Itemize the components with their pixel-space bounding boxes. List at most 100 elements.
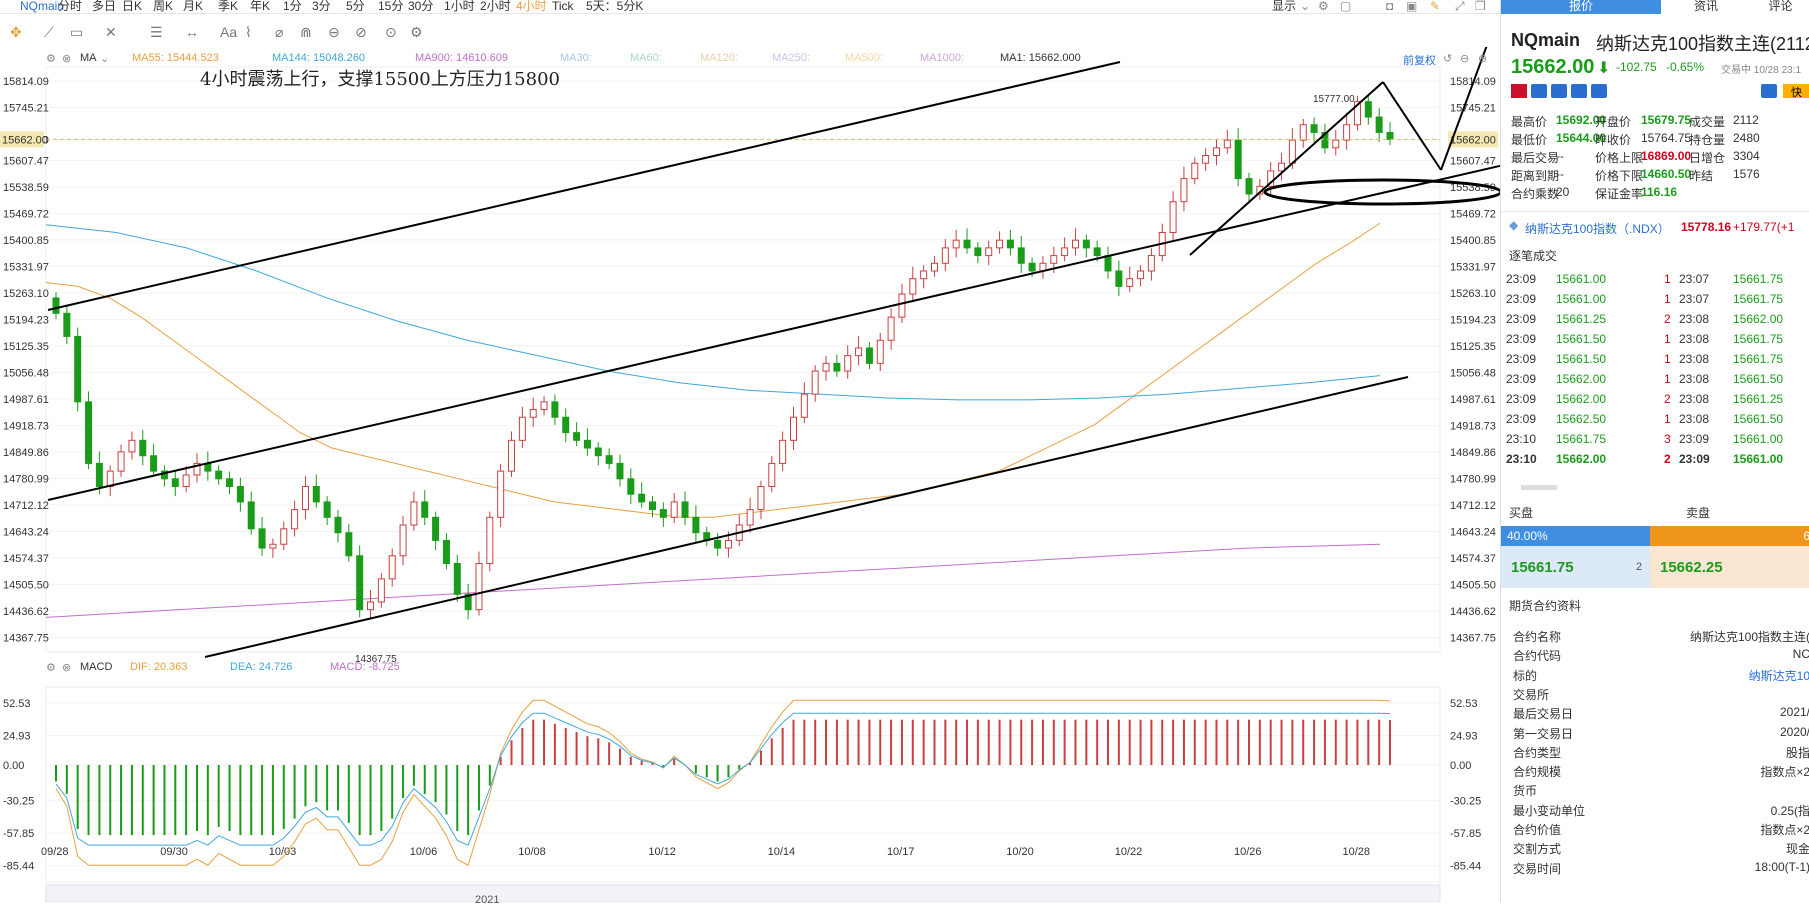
bell-icon[interactable] [1761, 84, 1777, 98]
zoom-in-icon[interactable]: ⊕ [1478, 53, 1488, 65]
candle [963, 239, 971, 249]
display-menu[interactable]: 显示 [1272, 0, 1297, 13]
fullscreen-icon[interactable]: ⤢ [1455, 0, 1465, 13]
contract-key: 标的 [1513, 668, 1538, 683]
contract-value[interactable]: 纳斯达克10 [1748, 668, 1809, 683]
lock-icon[interactable]: ⊖ [328, 24, 340, 40]
period-tab[interactable]: 周K [153, 0, 174, 13]
trash-icon[interactable]: ⊘ [355, 24, 367, 40]
candle [529, 409, 537, 418]
tick-cell: 23:09 [1506, 292, 1537, 306]
period-tab[interactable]: 多日 [92, 0, 117, 13]
x-tick: 10/08 [518, 846, 546, 858]
period-tab[interactable]: 3分 [312, 0, 331, 13]
period-tab[interactable]: Tick [552, 0, 574, 13]
y-tick-left: 15125.35 [3, 341, 49, 353]
candle [789, 416, 797, 441]
tab-review[interactable]: 评论 [1768, 0, 1793, 13]
contract-key: 合约名称 [1513, 630, 1562, 644]
display-dropdown-icon[interactable]: ⌄ [1300, 0, 1311, 13]
fast-trade-button[interactable]: 快 [1783, 84, 1809, 99]
restore-button[interactable]: 前复权 [1403, 55, 1436, 67]
contract-value: 2021/ [1779, 705, 1809, 720]
zoom-out-icon[interactable]: ⊖ [1460, 53, 1470, 65]
period-tab[interactable]: 1小时 [444, 0, 475, 13]
index-name[interactable]: 纳斯达克100指数（.NDX） [1525, 222, 1670, 236]
candle [952, 239, 960, 249]
scroll-handle[interactable] [1521, 485, 1557, 490]
quote-change-pct: -0.65% [1666, 60, 1705, 74]
y-tick-right: 15056.48 [1450, 367, 1496, 379]
text-tool-icon[interactable]: Aa [220, 24, 238, 40]
period-tab[interactable]: 年K [250, 0, 271, 13]
brush-tool-icon[interactable]: ⌇ [245, 24, 252, 40]
period-tab[interactable]: 5天：5分K [586, 0, 644, 13]
period-tab[interactable]: 分时 [58, 0, 83, 13]
contract-value: NC [1792, 647, 1809, 662]
symbol-selector[interactable]: NQmain [20, 0, 65, 13]
period-tab[interactable]: 1分 [283, 0, 302, 13]
window-icon[interactable]: ❐ [1475, 0, 1486, 13]
lightning-icon[interactable] [1531, 84, 1547, 98]
bid-box[interactable]: 15661.75 2 [1501, 546, 1650, 588]
bid-price: 15661.75 [1511, 559, 1574, 576]
candle [410, 501, 418, 526]
undo-icon[interactable]: ↺ [1443, 53, 1453, 65]
stat-label: 日增仓 [1689, 151, 1726, 165]
note-icon[interactable] [1571, 84, 1587, 98]
period-tab[interactable]: 4小时 [516, 0, 547, 13]
line-tool-icon[interactable]: ⟋ [44, 24, 54, 40]
period-tab[interactable]: 15分 [378, 0, 404, 13]
crosshair-icon[interactable]: ✥ [10, 24, 22, 40]
ask-box[interactable]: 15662.25 [1650, 546, 1809, 588]
chart-area[interactable]: 15814.0915814.0915745.2115745.2115662.00… [0, 47, 1500, 906]
pencil-icon[interactable]: ✎ [1430, 0, 1441, 13]
period-tab[interactable]: 5分 [346, 0, 365, 13]
kline-chart[interactable]: 15814.0915814.0915745.2115745.2115662.00… [0, 47, 1500, 902]
period-tab[interactable]: 月K [183, 0, 204, 13]
layout-icon[interactable]: ▢ [1340, 0, 1352, 13]
candle [1050, 255, 1058, 264]
tick-cell: 2 [1664, 392, 1671, 406]
tick-cell: 23:08 [1679, 352, 1710, 366]
eye-icon[interactable]: ⊙ [385, 24, 397, 40]
period-tab[interactable]: 2小时 [480, 0, 511, 13]
period-tab[interactable]: 日K [122, 0, 143, 13]
candle [930, 262, 938, 272]
tab-news[interactable]: 资讯 [1693, 0, 1718, 13]
stat-value: 15692.00 [1556, 113, 1607, 127]
x-tick: 10/20 [1006, 846, 1034, 858]
shape-tool-icon[interactable]: ▭ [70, 24, 84, 40]
candle [74, 335, 82, 403]
period-tab[interactable]: 30分 [408, 0, 434, 13]
tick-cell: 15662.00 [1556, 452, 1607, 466]
arrow-tool-icon[interactable]: ↔ [185, 24, 199, 40]
candle [388, 555, 396, 580]
camera-icon[interactable]: ◘ [1386, 0, 1394, 13]
legend-settings-icon[interactable]: ⚙ [46, 53, 56, 65]
candle [291, 509, 299, 530]
magnet-icon[interactable]: ⋒ [300, 24, 312, 40]
candle [1310, 124, 1318, 133]
crop-icon[interactable]: ▣ [1406, 0, 1418, 13]
macd-settings-icon[interactable]: ⚙ [46, 662, 56, 674]
period-tab[interactable]: 季K [218, 0, 239, 13]
calendar-icon[interactable] [1591, 84, 1607, 98]
candle [1082, 239, 1090, 249]
legend-close-icon[interactable]: ⊗ [62, 53, 72, 65]
erase-tool-icon[interactable]: ⌀ [275, 24, 284, 40]
tab-quote[interactable]: 报价 [1501, 0, 1661, 14]
ma-dropdown-icon[interactable]: ⌄ [100, 53, 110, 65]
settings-icon[interactable]: ⚙ [1318, 0, 1329, 13]
stat-label: 距离到期 [1511, 169, 1560, 183]
candle [1006, 239, 1014, 249]
ma-label: MA [80, 52, 97, 64]
settings-icon[interactable]: ⚙ [410, 24, 423, 40]
y-tick-right: 14712.12 [1450, 500, 1496, 512]
alert-icon[interactable] [1551, 84, 1567, 98]
x-tick: 10/14 [768, 846, 796, 858]
macd-close-icon[interactable]: ⊗ [62, 662, 72, 674]
ruler-tool-icon[interactable]: ☰ [150, 24, 163, 40]
fib-tool-icon[interactable]: ✕ [105, 24, 117, 40]
contract-key: 最后交易日 [1513, 707, 1574, 722]
